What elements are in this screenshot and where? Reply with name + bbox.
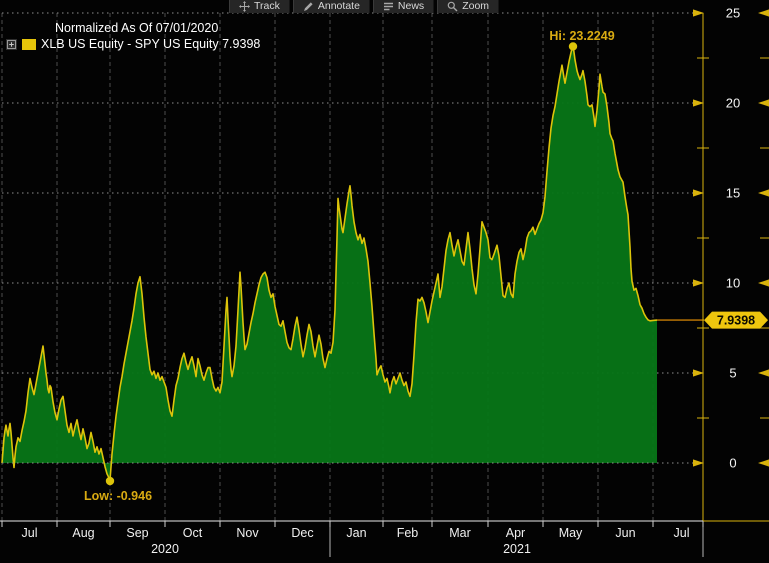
year-label: 2021 (503, 542, 531, 556)
y-axis-edge-arrow (758, 9, 769, 17)
y-axis-edge-arrow (758, 189, 769, 197)
y-axis-tick-label: 10 (726, 276, 740, 291)
y-axis-tick-label: 25 (726, 6, 740, 21)
month-label: Jul (22, 526, 38, 540)
y-axis-tick-label: 0 (729, 456, 736, 471)
last-price-tag (704, 311, 768, 329)
track-icon (239, 1, 250, 12)
legend-series-swatch[interactable] (22, 38, 36, 50)
high-annotation: Hi: 23.2249 (549, 29, 614, 43)
legend-series-label: XLB US Equity - SPY US Equity 7.9398 (41, 37, 261, 51)
y-axis-edge-arrow (758, 99, 769, 107)
y-axis-tick-arrow (693, 9, 704, 17)
month-label: Jul (674, 526, 690, 540)
annotate-button[interactable]: Annotate (292, 0, 370, 13)
y-axis-tick-label: 20 (726, 96, 740, 111)
series-line (1, 44, 658, 481)
month-label: Nov (236, 526, 259, 540)
month-label: Apr (506, 526, 525, 540)
month-label: Feb (397, 526, 419, 540)
month-label: Aug (72, 526, 94, 540)
y-axis-edge-arrow (758, 369, 769, 377)
month-label: Oct (183, 526, 203, 540)
y-axis-tick-arrow (693, 459, 704, 467)
low-point-marker (105, 476, 115, 486)
y-axis-tick-arrow (693, 99, 704, 107)
news-icon (383, 2, 393, 11)
y-axis-tick-arrow (693, 279, 704, 287)
y-axis-tick-arrow (693, 189, 704, 197)
annotate-icon (303, 2, 313, 12)
track-button[interactable]: Track (229, 0, 290, 13)
news-button[interactable]: News (372, 0, 435, 13)
normalized-as-of-label: Normalized As Of 07/01/2020 (55, 21, 219, 35)
month-label: Jan (346, 526, 366, 540)
month-label: May (559, 526, 583, 540)
y-axis-tick-label: 5 (729, 366, 736, 381)
y-axis-tick-arrow (693, 369, 704, 377)
month-label: Dec (291, 526, 313, 540)
last-price-tag-value: 7.9398 (717, 314, 755, 328)
month-label: Jun (615, 526, 635, 540)
zoom-icon (447, 1, 458, 12)
series-area (2, 45, 657, 480)
zoom-button-label: Zoom (462, 0, 490, 12)
annotate-button-label: Annotate (317, 0, 360, 12)
y-axis-tick-label: 15 (726, 186, 740, 201)
month-label: Sep (126, 526, 148, 540)
y-axis-edge-arrow (758, 279, 769, 287)
chart-legend: Normalized As Of 07/01/2020 XLB US Equit… (6, 20, 260, 52)
high-point-marker (568, 42, 578, 51)
news-button-label: News (397, 0, 425, 12)
y-axis-edge-arrow (758, 459, 769, 467)
legend-expand-icon[interactable] (6, 38, 17, 50)
track-button-label: Track (254, 0, 280, 12)
month-label: Mar (449, 526, 471, 540)
chart-toolbar: Track Annotate News Zoom (229, 0, 500, 13)
year-label: 2020 (151, 542, 179, 556)
low-annotation: Low: -0.946 (84, 489, 152, 503)
legend-series-value: 7.9398 (222, 37, 261, 51)
zoom-button[interactable]: Zoom (437, 0, 500, 13)
